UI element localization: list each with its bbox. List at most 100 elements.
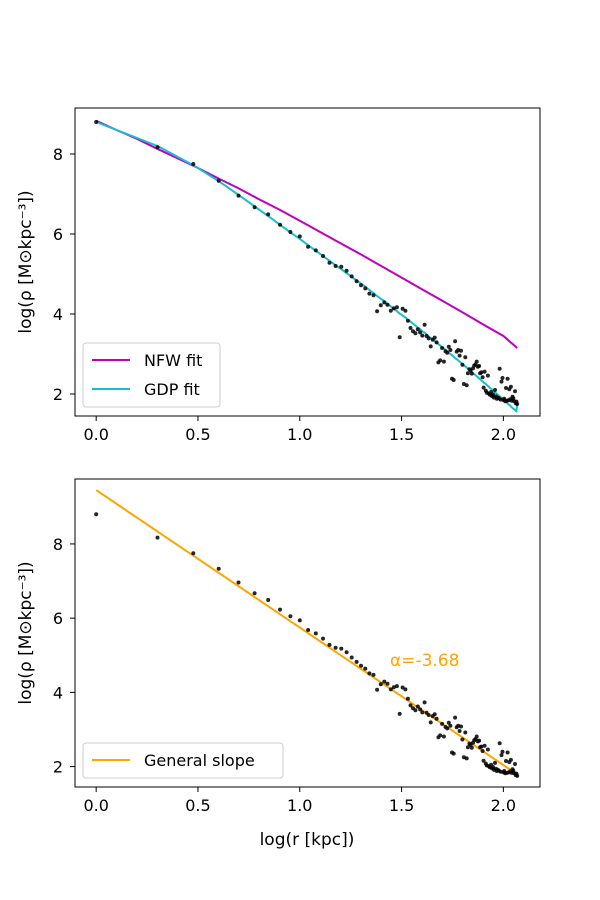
data-point (415, 327, 420, 332)
data-point (445, 726, 450, 731)
x-tick-label: 0.5 (185, 796, 210, 815)
data-point (420, 333, 425, 338)
data-point (382, 679, 387, 684)
data-point (349, 655, 354, 660)
data-point (440, 721, 445, 726)
data-point (500, 749, 505, 754)
data-point (297, 234, 302, 239)
data-point (485, 747, 490, 752)
data-point (333, 645, 338, 650)
data-point (479, 744, 484, 749)
data-point (448, 723, 453, 728)
data-point (375, 687, 380, 692)
data-point (394, 305, 399, 310)
bottom-legend: General slope (82, 742, 284, 779)
data-point (216, 566, 221, 571)
data-point (378, 303, 383, 308)
data-point (388, 308, 393, 313)
data-point (391, 306, 396, 311)
bottom-panel: 0.0 0.5 1.0 1.5 2.0 2 4 6 8 α=-3.68 log(ρ [M⊙kpc… (16, 478, 541, 850)
data-point (480, 375, 485, 380)
y-tick-label: 8 (53, 535, 63, 554)
data-point (477, 738, 482, 743)
x-tick-label: 0.0 (83, 796, 108, 815)
data-point (469, 371, 474, 376)
data-point (375, 309, 380, 314)
data-point (463, 730, 468, 735)
y-tick-label: 6 (53, 225, 63, 244)
data-point (94, 120, 99, 124)
data-point (460, 362, 465, 367)
data-point (400, 306, 405, 311)
legend-slope-label: General slope (144, 751, 255, 770)
data-point (508, 384, 513, 389)
data-point (453, 339, 458, 344)
data-point (445, 350, 450, 355)
top-axis-ticks: 0.0 0.5 1.0 1.5 2.0 2 4 6 8 (53, 145, 516, 444)
data-point (339, 646, 344, 651)
data-point (359, 283, 363, 288)
y-tick-label: 4 (53, 305, 63, 324)
data-point (388, 687, 393, 692)
bottom-legend-box (82, 742, 284, 779)
data-point (313, 631, 318, 636)
data-point (363, 666, 368, 671)
data-point (344, 650, 349, 655)
data-point (459, 724, 463, 729)
data-point (504, 386, 508, 390)
data-point (403, 308, 408, 313)
data-point (438, 733, 443, 738)
data-point (306, 628, 311, 632)
x-tick-label: 0.0 (83, 425, 108, 444)
data-point (422, 700, 427, 705)
data-point (426, 336, 431, 341)
data-point (252, 591, 257, 596)
data-point (515, 773, 520, 778)
y-tick-label: 8 (53, 145, 63, 164)
legend-nfw-label: NFW fit (144, 351, 202, 370)
data-point (382, 300, 387, 305)
data-point (480, 749, 485, 753)
data-point (434, 716, 439, 721)
data-point (385, 681, 390, 686)
y-tick-label: 2 (53, 385, 63, 404)
data-point (457, 353, 462, 358)
data-point (278, 607, 282, 612)
data-point (464, 756, 469, 761)
top-plot-marks (94, 119, 520, 413)
data-point (408, 703, 413, 708)
data-point (418, 330, 423, 335)
data-point (448, 348, 453, 352)
data-point (191, 162, 196, 166)
data-point (426, 713, 431, 717)
data-point (405, 696, 410, 701)
data-point (236, 193, 241, 198)
data-point (394, 684, 399, 689)
data-point (359, 663, 363, 668)
data-point (391, 685, 396, 690)
data-point (321, 254, 325, 258)
data-point (434, 340, 439, 345)
data-point (482, 743, 487, 748)
top-y-axis-label: log(ρ [M⊙kpc⁻³]) (16, 190, 36, 333)
data-point (367, 671, 372, 676)
data-point (216, 178, 221, 183)
top-panel: 0.0 0.5 1.0 1.5 2.0 2 4 6 8 log(ρ [M⊙kpc⁻³]) NFW… (16, 107, 541, 444)
data-point (420, 710, 425, 715)
data-point (397, 711, 402, 716)
x-tick-label: 0.5 (185, 425, 210, 444)
data-point (306, 244, 311, 249)
data-point (432, 335, 437, 340)
data-point (432, 712, 437, 717)
data-point (333, 264, 338, 268)
data-point (397, 335, 402, 340)
data-point (236, 580, 241, 585)
data-point (367, 291, 372, 296)
data-point (297, 618, 302, 623)
data-point (479, 370, 484, 375)
data-point (481, 385, 486, 390)
data-point (441, 734, 446, 739)
data-point (497, 366, 502, 371)
data-point (451, 751, 456, 756)
data-point (354, 279, 359, 284)
